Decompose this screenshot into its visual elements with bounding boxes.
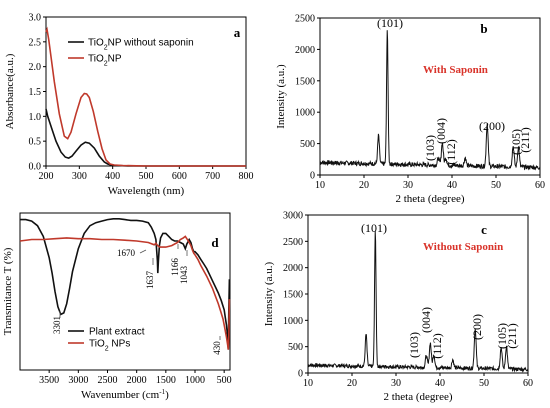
panel-a-xtick-label: 600 <box>172 171 187 182</box>
panel-c-ytick-label: 500 <box>288 342 303 353</box>
panel-c-hkl-label: (103) <box>407 332 421 358</box>
panel-c-ytick-label: 1500 <box>283 290 303 301</box>
panel-c-condition-label: Without Saponin <box>423 241 503 253</box>
panel-c-ytick-label: 1000 <box>283 316 303 327</box>
panel-b-hkl-label: (103) <box>423 135 437 161</box>
panel-b-xtick-label: 30 <box>403 180 413 191</box>
panel-d-peak-label: 1637 <box>145 271 155 290</box>
panel-b-hkl-label: (004) <box>434 118 448 144</box>
panel-d-series-line-0 <box>20 218 231 350</box>
panel-a-legend-label-1: TiO2NP <box>88 54 122 68</box>
panel-c-hkl-label: (004) <box>419 307 433 333</box>
panel-a-ytick-label: 2.0 <box>29 62 42 73</box>
panel-c-xtick-label: 50 <box>479 378 489 389</box>
panel-b-xtick-label: 40 <box>447 180 457 191</box>
panel-a-ytick-label: 1.0 <box>29 112 42 123</box>
panel-a-legend-label-0: TiO2NP without saponin <box>88 38 194 52</box>
panel-d-peak-label: 3301 <box>52 316 62 334</box>
panel-d-xtick-label: 2000 <box>127 375 147 386</box>
panel-a-xtick-label: 300 <box>72 171 87 182</box>
panel-a-ytick-label: 0.5 <box>29 137 42 148</box>
panel-a-series-line-1 <box>45 26 246 167</box>
panel-d-letter: d <box>211 235 219 250</box>
panel-c-xtick-label: 40 <box>435 378 445 389</box>
panel-b-xlabel: 2 theta (degree) <box>395 193 464 205</box>
panel-a-xtick-label: 200 <box>39 171 54 182</box>
panel-b-ytick-label: 500 <box>300 139 315 150</box>
panel-c-ytick-label: 3000 <box>283 211 303 222</box>
panel-c: 10 20 30 40 50 60 0 500 1000 1500 2000 2500 3000 2 th… <box>263 211 533 404</box>
panel-b-ytick-label: 1500 <box>295 76 315 87</box>
panel-b-condition-label: With Saponin <box>423 64 488 76</box>
panel-c-letter: c <box>481 222 487 237</box>
panel-a-series-line-0 <box>45 108 246 167</box>
panel-d-xtick-label: 500 <box>217 375 232 386</box>
panel-a-ylabel: Absorbance(a.u.) <box>4 53 16 129</box>
panel-d-legend-label-0: Plant extract <box>89 327 145 338</box>
panel-a-ytick-label: 1.5 <box>29 87 42 98</box>
panel-b-ylabel: Intensity (a.u.) <box>275 64 287 129</box>
panel-a-letter: a <box>234 25 241 40</box>
panel-b-xtick-label: 10 <box>315 180 325 191</box>
panel-c-hkl-label: (211) <box>505 323 519 349</box>
panel-c-hkl-label: (101) <box>361 221 387 235</box>
panel-d-ylabel: Transmitance T (%) <box>2 247 14 335</box>
panel-c-xtick-label: 60 <box>523 378 533 389</box>
panel-d-peak-label: 430 <box>212 341 222 355</box>
panel-d-series-line-1 <box>19 235 231 350</box>
panel-b-hkl-label: (105) <box>509 129 523 155</box>
panel-d-xtick-label: 1500 <box>156 375 176 386</box>
panel-b-ytick-label: 1000 <box>295 108 315 119</box>
panel-c-xtick-label: 10 <box>303 378 313 389</box>
panel-b-xtick-label: 20 <box>359 180 369 191</box>
panel-d-xtick-label: 3500 <box>39 375 59 386</box>
panel-b-pattern-line <box>319 30 541 171</box>
panel-b-ytick-label: 2000 <box>295 45 315 56</box>
panel-d-xtick-label: 1000 <box>185 375 205 386</box>
panel-a-xtick-label: 400 <box>105 171 120 182</box>
panel-d-peak-label: 1043 <box>179 266 189 285</box>
panel-a-ytick-label: 3.0 <box>29 13 42 24</box>
panel-c-xlabel: 2 theta (degree) <box>383 391 452 403</box>
panel-b-frame <box>319 17 541 176</box>
panel-a: 200 300 400 500 600 700 800 0.0 0.5 1.0 1.5 2.0 2.5 3… <box>4 13 254 198</box>
panel-b-hkl-label: (200) <box>479 119 505 133</box>
panel-d-legend-label-1: TiO2 NPs <box>89 339 130 353</box>
panel-a-ytick-label: 0.0 <box>29 162 42 173</box>
panel-d-xlabel: Wavenumber (cm-1) <box>81 388 169 401</box>
panel-b-xtick-label: 50 <box>491 180 501 191</box>
panel-c-ytick-label: 2500 <box>283 237 303 248</box>
panel-c-ylabel: Intensity (a.u.) <box>263 261 275 326</box>
panel-b-hkl-label: (112) <box>444 139 458 165</box>
panel-c-hkl-label: (112) <box>430 333 444 359</box>
panel-d-peak-label: 1670 <box>117 248 136 258</box>
panel-b: 10 20 30 40 50 60 0 500 1000 1500 2000 2500 2 theta … <box>275 14 545 206</box>
panel-a-xtick-label: 800 <box>239 171 254 182</box>
panel-a-xtick-label: 700 <box>205 171 220 182</box>
panel-c-xtick-label: 20 <box>347 378 357 389</box>
panel-b-hkl-label: (211) <box>518 127 532 153</box>
panel-c-hkl-label: (105) <box>495 323 509 349</box>
panel-c-xtick-label: 30 <box>391 378 401 389</box>
panel-c-pattern-line <box>307 231 529 373</box>
panel-b-xtick-label: 60 <box>535 180 545 191</box>
panel-a-ytick-label: 2.5 <box>29 37 42 48</box>
panel-c-ytick-label: 0 <box>298 369 303 380</box>
panel-d: 3500 3000 2500 2000 1500 1000 500 Transmitance … <box>2 212 232 386</box>
panel-c-ytick-label: 2000 <box>283 263 303 274</box>
panel-b-ytick-label: 2500 <box>295 14 315 25</box>
panel-a-xlabel: Wavelength (nm) <box>108 185 185 197</box>
panel-b-hkl-label: (101) <box>377 16 403 30</box>
panel-d-xtick-label: 3000 <box>68 375 88 386</box>
panel-b-letter: b <box>480 21 487 36</box>
panel-b-ytick-label: 0 <box>310 171 315 182</box>
panel-a-xtick-label: 500 <box>139 171 154 182</box>
panel-d-frame <box>19 212 231 371</box>
panel-d-xtick-label: 2500 <box>98 375 118 386</box>
panel-d-peak-leader <box>139 249 147 254</box>
panel-d-peak-label: 1166 <box>170 258 180 276</box>
panel-c-hkl-label: (200) <box>470 314 484 340</box>
